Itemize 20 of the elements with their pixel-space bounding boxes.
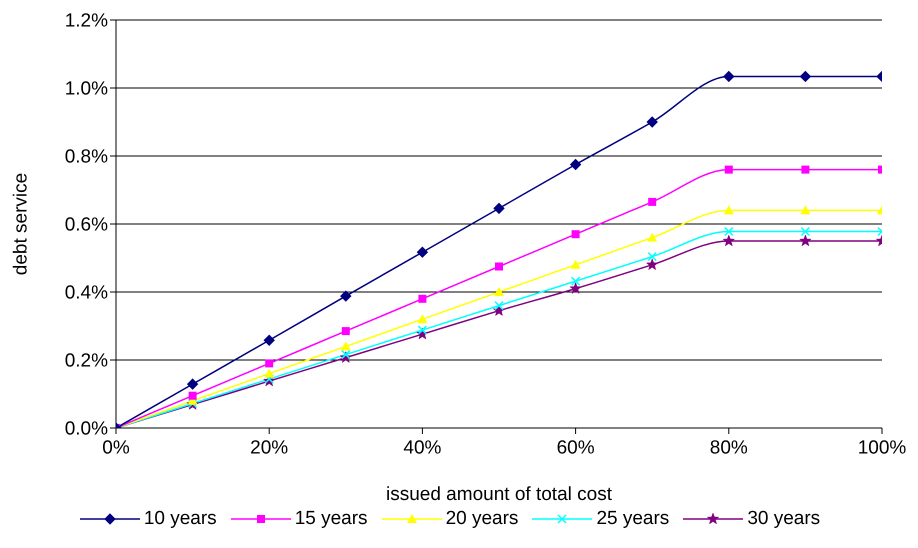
x-axis-title: issued amount of total cost [386, 484, 613, 505]
x-tick-label: 40% [403, 437, 442, 458]
y-tick-label: 0.4% [64, 282, 108, 304]
y-tick-label: 1.2% [64, 10, 108, 32]
y-tick-label: 0.6% [64, 214, 108, 236]
legend-label: 25 years [595, 508, 670, 530]
x-tick-label: 0% [102, 437, 130, 458]
y-tick-label: 0.8% [64, 146, 108, 168]
legend-label: 15 years [294, 508, 368, 530]
y-tick-label: 0.0% [64, 418, 108, 440]
y-tick-label: 1.0% [64, 78, 108, 100]
x-tick-label: 100% [858, 437, 906, 458]
x-tick-label: 80% [710, 437, 748, 458]
x-tick-label: 20% [250, 437, 288, 458]
legend-label: 20 years [444, 508, 518, 530]
legend-label: 30 years [746, 508, 820, 530]
y-axis-title: debt service [10, 172, 32, 276]
x-tick-label: 60% [556, 437, 595, 458]
y-tick-label: 0.2% [64, 350, 108, 372]
legend-label: 10 years [142, 508, 217, 530]
